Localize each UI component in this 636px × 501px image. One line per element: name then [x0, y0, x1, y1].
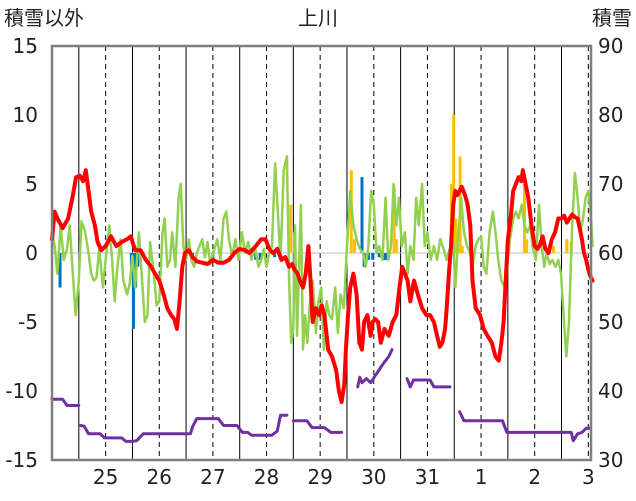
snow_depth-series-line [405, 377, 452, 389]
precipitation-bar [452, 115, 456, 253]
precipitation-bar [394, 239, 398, 253]
precipitation-bar [352, 239, 356, 253]
snow_depth-series-line [458, 410, 592, 443]
precipitation-bar [258, 253, 262, 260]
right-tick-label: 90 [598, 34, 623, 58]
precipitation-bar [58, 253, 62, 288]
plot-area-frame [50, 44, 593, 462]
precipitation-bar [132, 253, 136, 329]
precipitation-bar [525, 239, 529, 253]
left-tick-label: -10 [5, 379, 38, 403]
x-tick-label: 31 [415, 465, 440, 489]
right-tick-label: 70 [598, 172, 623, 196]
x-tick-label: 25 [93, 465, 118, 489]
right-tick-label: 80 [598, 103, 623, 127]
left-tick-label: 15 [13, 34, 38, 58]
precipitation-bar [565, 239, 569, 253]
precipitation-bar [551, 246, 555, 253]
chart-title: 上川 [298, 6, 338, 30]
left-tick-label: 5 [25, 172, 38, 196]
x-tick-label: 26 [147, 465, 172, 489]
left-tick-label: 10 [13, 103, 38, 127]
x-tick-label: 29 [307, 465, 332, 489]
snow_depth-series-line [50, 397, 81, 407]
precipitation-bar [384, 253, 388, 260]
precipitation-bar [360, 177, 364, 253]
right-axis-ticks: 90 80 70 60 50 40 30 [598, 34, 623, 472]
x-tick-label: 30 [361, 465, 386, 489]
right-tick-label: 40 [598, 379, 623, 403]
left-axis-label: 積雪以外 [4, 6, 84, 30]
x-tick-label: 1 [475, 465, 488, 489]
left-tick-label: -15 [5, 448, 38, 472]
snow_depth-series-line [291, 419, 344, 434]
x-tick-label: 27 [200, 465, 225, 489]
x-tick-label: 3 [582, 465, 595, 489]
right-tick-label: 30 [598, 448, 623, 472]
left-tick-label: 0 [25, 241, 38, 265]
data-series [50, 155, 595, 443]
left-axis-ticks: 15 10 5 0 -5 -10 -15 [5, 34, 38, 472]
snow_depth-series-line [78, 413, 289, 443]
x-tick-label: 2 [528, 465, 541, 489]
x-axis-ticks: 25 26 27 28 29 30 31 1 2 3 [93, 465, 595, 489]
right-tick-label: 50 [598, 310, 623, 334]
precipitation-bar [460, 246, 464, 253]
precipitation-bar [371, 253, 375, 260]
right-tick-label: 60 [598, 241, 623, 265]
x-tick-label: 28 [254, 465, 279, 489]
snow_depth-series-line [356, 348, 394, 389]
precipitation-bar [366, 253, 370, 260]
precipitation-bar [273, 253, 277, 258]
temperature-series-line [50, 168, 595, 404]
right-axis-label: 積雪 [592, 6, 632, 30]
left-tick-label: -5 [18, 310, 38, 334]
precipitation-bar [454, 218, 458, 253]
precipitation-bar [392, 186, 396, 253]
precipitation-bar [289, 204, 293, 253]
